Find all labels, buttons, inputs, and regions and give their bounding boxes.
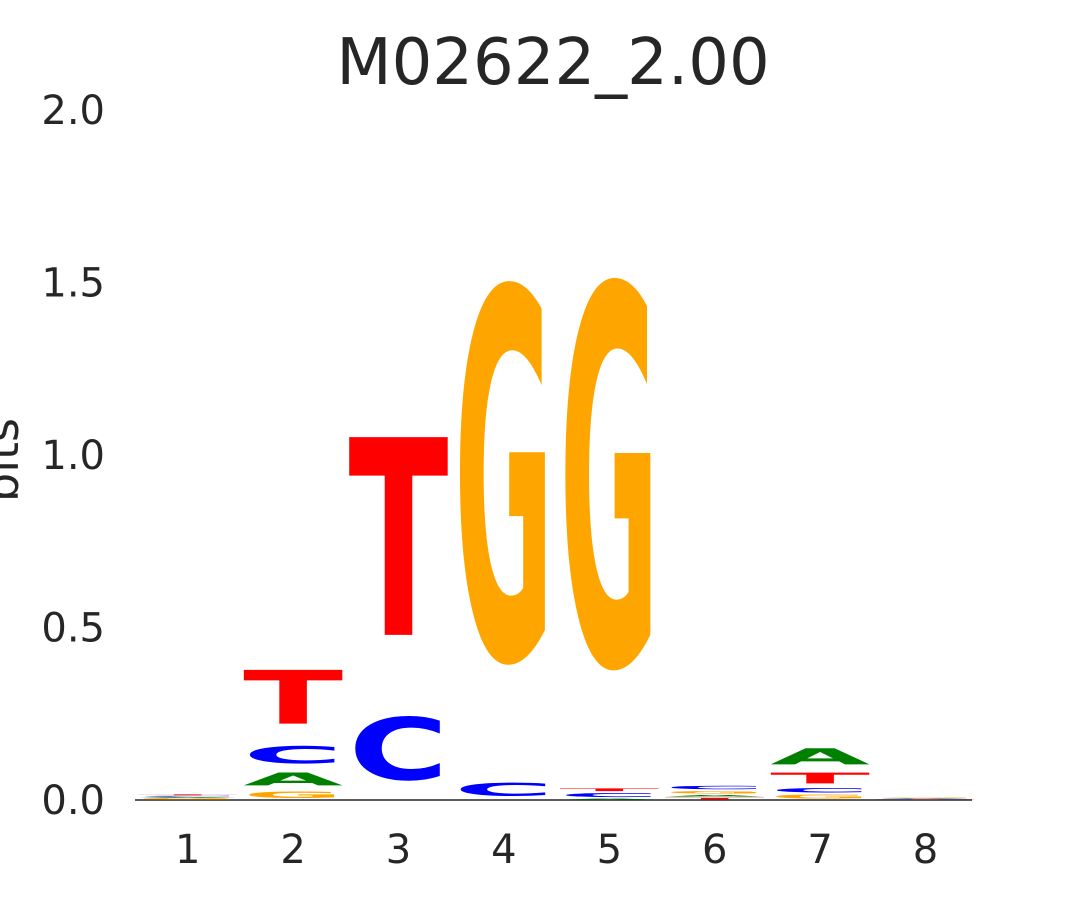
logo-letter-c: C [243,742,343,770]
x-tick-label: 8 [913,827,938,873]
logo-letter-c: C [559,792,659,798]
x-axis: 1 2 3 4 5 6 7 8 [175,827,938,873]
logo-letter-a: A [665,794,765,797]
logo-letter-c: C [349,700,449,800]
logo-letter-a: A [243,769,343,790]
x-tick-label: 2 [280,827,305,873]
logo-letter-a: A [138,797,238,798]
logo-letter-g: G [770,794,870,800]
logo-letter-t: T [876,799,976,800]
logo-letter-t: T [559,788,659,792]
logo-letter-c: C [876,798,976,799]
x-tick-label: 1 [175,827,200,873]
x-tick-label: 4 [491,827,516,873]
x-tick-label: 5 [597,827,622,873]
y-tick-label: 2.0 [41,88,105,134]
logo-letter-c: C [770,787,870,794]
logo-letter-g: G [243,790,343,800]
logo-letter-g: G [559,181,659,785]
logo-letter-t: T [770,770,870,787]
logo-letter-c: C [665,785,765,790]
logo-letter-t: T [349,385,449,700]
x-tick-label: 6 [702,827,727,873]
y-tick-label: 1.5 [41,261,105,307]
chart-title: M02622_2.00 [336,26,769,100]
x-tick-label: 3 [386,827,411,873]
logo-letter-a: A [876,799,976,800]
logo-letter-t: T [138,794,238,795]
y-tick-label: 0.0 [41,778,105,824]
y-axis: 0.0 0.5 1.0 1.5 2.0 [41,88,105,824]
logo-letter-g: G [665,790,765,794]
logo-letter-t: T [665,797,765,800]
logo-letter-g: G [138,798,238,800]
y-tick-label: 0.5 [41,606,105,652]
y-axis-label: bits [0,418,29,502]
y-tick-label: 1.0 [41,433,105,479]
x-tick-label: 7 [807,827,832,873]
logo-letter-g: G [454,187,554,777]
logo-letter-g: G [876,797,976,798]
logo-letter-a: A [559,798,659,800]
logo-letter-c: C [138,796,238,797]
logo-letter-c: C [454,779,554,800]
logo-letter-t: T [243,656,343,742]
logo-letter-a: A [770,744,870,770]
